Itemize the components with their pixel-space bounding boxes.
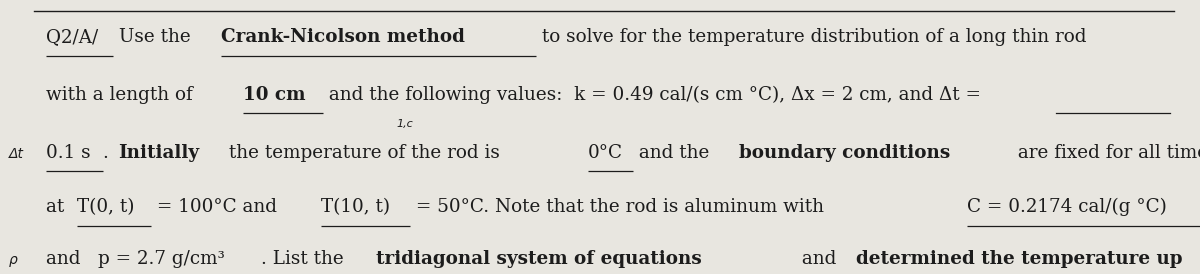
Text: _: _ <box>1172 87 1182 105</box>
Text: tridiagonal system of equations: tridiagonal system of equations <box>376 250 701 268</box>
Text: .: . <box>103 144 115 162</box>
Text: 0.1 s: 0.1 s <box>46 144 90 162</box>
Text: to solve for the temperature distribution of a long thin rod: to solve for the temperature distributio… <box>535 28 1086 47</box>
Text: Initially: Initially <box>119 144 199 162</box>
Text: Δt: Δt <box>8 147 24 161</box>
Text: p = 2.7 g/cm³: p = 2.7 g/cm³ <box>97 250 224 268</box>
Text: boundary conditions: boundary conditions <box>739 144 950 162</box>
Text: Q2/A/: Q2/A/ <box>46 28 98 47</box>
Text: = 100°C and: = 100°C and <box>151 198 283 216</box>
Text: and the: and the <box>634 144 715 162</box>
Text: C = 0.2174 cal/(g °C): C = 0.2174 cal/(g °C) <box>967 198 1168 216</box>
Text: determined the temperature up: determined the temperature up <box>856 250 1182 268</box>
Text: T(10, t): T(10, t) <box>322 198 390 216</box>
Text: 0°C: 0°C <box>588 144 623 162</box>
Text: 1,c: 1,c <box>396 119 413 129</box>
Text: . List the: . List the <box>262 250 350 268</box>
Text: and: and <box>796 250 842 268</box>
Text: with a length of: with a length of <box>46 86 198 104</box>
Text: T(0, t): T(0, t) <box>77 198 134 216</box>
Text: the temperature of the rod is: the temperature of the rod is <box>223 144 505 162</box>
Text: Crank-Nicolson method: Crank-Nicolson method <box>221 28 464 47</box>
Text: and: and <box>46 250 86 268</box>
Text: Use the: Use the <box>113 28 197 47</box>
Text: at: at <box>46 198 70 216</box>
Text: = 50°C. Note that the rod is aluminum with: = 50°C. Note that the rod is aluminum wi… <box>410 198 842 216</box>
Text: ρ: ρ <box>8 253 17 267</box>
Text: and the following values:  k = 0.49 cal/(s cm °C), Δx = 2 cm, and Δt =: and the following values: k = 0.49 cal/(… <box>323 86 982 104</box>
Text: 10 cm: 10 cm <box>242 86 305 104</box>
Text: are fixed for all times: are fixed for all times <box>1012 144 1200 162</box>
